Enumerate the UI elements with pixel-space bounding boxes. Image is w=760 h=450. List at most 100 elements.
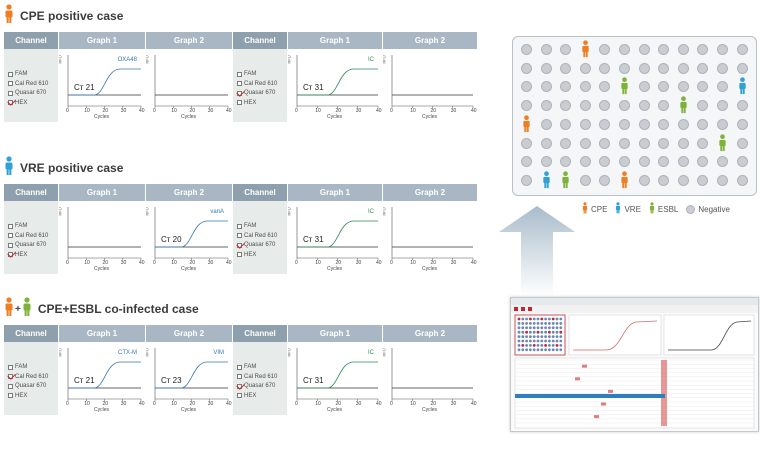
negative-well[interactable] — [579, 174, 591, 186]
checkbox[interactable] — [237, 71, 242, 77]
channel-checkbox-item[interactable]: Cal Red 610 — [8, 374, 48, 380]
negative-well[interactable] — [677, 118, 689, 130]
channel-checkbox-item[interactable]: FAM — [237, 71, 256, 77]
negative-well[interactable] — [736, 174, 748, 186]
negative-well[interactable] — [521, 156, 532, 168]
negative-well[interactable] — [521, 44, 532, 55]
negative-well[interactable] — [599, 156, 611, 168]
checkbox[interactable] — [8, 100, 13, 105]
checkbox[interactable] — [8, 374, 13, 379]
negative-well[interactable] — [697, 81, 709, 93]
checkbox[interactable] — [237, 81, 242, 86]
negative-well[interactable] — [697, 118, 709, 130]
channel-checkbox-item[interactable]: FAM — [8, 71, 27, 77]
channel-checkbox-item[interactable]: Quasar 670 — [237, 383, 275, 389]
negative-well[interactable] — [697, 62, 709, 74]
negative-well[interactable] — [599, 174, 611, 186]
negative-well[interactable] — [599, 81, 611, 93]
channel-checkbox-item[interactable]: Quasar 670 — [237, 90, 275, 96]
negative-well[interactable] — [658, 137, 670, 149]
negative-well[interactable] — [579, 156, 591, 168]
checkbox[interactable] — [237, 242, 242, 248]
checkbox[interactable] — [237, 90, 242, 96]
negative-well[interactable] — [579, 137, 591, 149]
channel-checkbox-item[interactable]: FAM — [237, 223, 256, 229]
checkbox[interactable] — [237, 364, 242, 370]
negative-well[interactable] — [658, 100, 670, 112]
negative-well[interactable] — [717, 100, 728, 112]
channel-checkbox-item[interactable]: HEX — [237, 100, 256, 106]
channel-checkbox-item[interactable]: HEX — [237, 393, 256, 399]
checkbox[interactable] — [237, 252, 242, 257]
negative-well[interactable] — [677, 137, 689, 149]
negative-well[interactable] — [560, 81, 572, 93]
negative-well[interactable] — [619, 156, 630, 168]
checkbox[interactable] — [237, 374, 242, 379]
negative-well[interactable] — [599, 44, 611, 55]
channel-checkbox-item[interactable]: HEX — [237, 252, 256, 258]
channel-checkbox-item[interactable]: HEX — [8, 100, 27, 106]
negative-well[interactable] — [619, 44, 630, 55]
negative-well[interactable] — [717, 156, 728, 168]
negative-well[interactable] — [540, 156, 552, 168]
negative-well[interactable] — [677, 174, 689, 186]
negative-well[interactable] — [638, 137, 650, 149]
negative-well[interactable] — [540, 62, 552, 74]
negative-well[interactable] — [677, 81, 689, 93]
negative-well[interactable] — [521, 174, 532, 186]
channel-checkbox-item[interactable]: Cal Red 610 — [237, 374, 277, 380]
negative-well[interactable] — [521, 137, 532, 149]
negative-well[interactable] — [619, 62, 630, 74]
negative-well[interactable] — [736, 118, 748, 130]
negative-well[interactable] — [540, 118, 552, 130]
negative-well[interactable] — [697, 44, 709, 55]
negative-well[interactable] — [579, 62, 591, 74]
negative-well[interactable] — [560, 156, 572, 168]
negative-well[interactable] — [599, 137, 611, 149]
negative-well[interactable] — [697, 137, 709, 149]
negative-well[interactable] — [736, 62, 748, 74]
checkbox[interactable] — [8, 242, 13, 248]
negative-well[interactable] — [658, 118, 670, 130]
negative-well[interactable] — [638, 174, 650, 186]
negative-well[interactable] — [521, 62, 532, 74]
negative-well[interactable] — [658, 44, 670, 55]
negative-well[interactable] — [638, 156, 650, 168]
negative-well[interactable] — [521, 81, 532, 93]
negative-well[interactable] — [560, 118, 572, 130]
negative-well[interactable] — [599, 62, 611, 74]
checkbox[interactable] — [8, 90, 13, 96]
channel-checkbox-item[interactable]: Cal Red 610 — [237, 233, 277, 239]
negative-well[interactable] — [717, 62, 728, 74]
checkbox[interactable] — [8, 71, 13, 77]
negative-well[interactable] — [717, 174, 728, 186]
negative-well[interactable] — [717, 118, 728, 130]
negative-well[interactable] — [599, 100, 611, 112]
negative-well[interactable] — [658, 81, 670, 93]
checkbox[interactable] — [237, 233, 242, 238]
negative-well[interactable] — [697, 156, 709, 168]
negative-well[interactable] — [521, 100, 532, 112]
checkbox[interactable] — [237, 100, 242, 105]
channel-checkbox-item[interactable]: FAM — [237, 364, 256, 370]
negative-well[interactable] — [619, 100, 630, 112]
negative-well[interactable] — [677, 62, 689, 74]
negative-well[interactable] — [638, 118, 650, 130]
negative-well[interactable] — [697, 174, 709, 186]
channel-checkbox-item[interactable]: Quasar 670 — [8, 242, 46, 248]
negative-well[interactable] — [638, 62, 650, 74]
checkbox[interactable] — [8, 252, 13, 257]
channel-checkbox-item[interactable]: Quasar 670 — [8, 383, 46, 389]
negative-well[interactable] — [560, 100, 572, 112]
channel-checkbox-item[interactable]: Quasar 670 — [8, 90, 46, 96]
checkbox[interactable] — [8, 383, 13, 389]
checkbox[interactable] — [8, 364, 13, 370]
negative-well[interactable] — [638, 44, 650, 55]
channel-checkbox-item[interactable]: Cal Red 610 — [8, 233, 48, 239]
checkbox[interactable] — [8, 393, 13, 398]
checkbox[interactable] — [8, 223, 13, 229]
negative-well[interactable] — [579, 81, 591, 93]
negative-well[interactable] — [560, 62, 572, 74]
negative-well[interactable] — [579, 118, 591, 130]
channel-checkbox-item[interactable]: HEX — [8, 252, 27, 258]
